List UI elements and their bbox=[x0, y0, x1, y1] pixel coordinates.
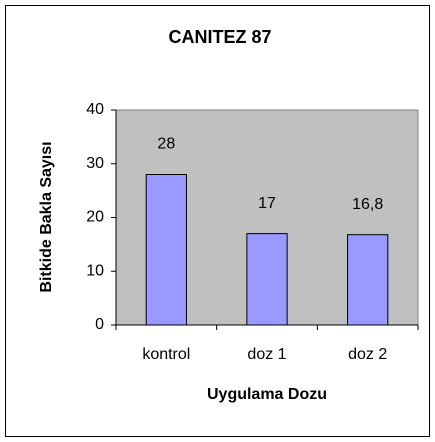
bar bbox=[145, 174, 187, 326]
y-axis-label: Bitkide Bakla Sayısı bbox=[38, 141, 55, 292]
data-label: 16,8 bbox=[352, 196, 383, 213]
x-axis-label: Uygulama Dozu bbox=[207, 386, 327, 403]
y-tick-label: 40 bbox=[86, 101, 104, 118]
bar bbox=[246, 233, 288, 326]
y-tick-label: 20 bbox=[86, 209, 104, 226]
y-tick-label: 10 bbox=[86, 262, 104, 279]
y-tick-label: 30 bbox=[86, 155, 104, 172]
data-label: 28 bbox=[157, 136, 175, 153]
bar bbox=[347, 234, 389, 326]
data-label: 17 bbox=[258, 195, 276, 212]
x-tick-label: kontrol bbox=[142, 346, 190, 363]
x-tick-label: doz 2 bbox=[348, 346, 387, 363]
chart-title: CANITEZ 87 bbox=[168, 27, 271, 47]
x-tick-label: doz 1 bbox=[247, 346, 286, 363]
y-tick-label: 0 bbox=[95, 316, 104, 333]
